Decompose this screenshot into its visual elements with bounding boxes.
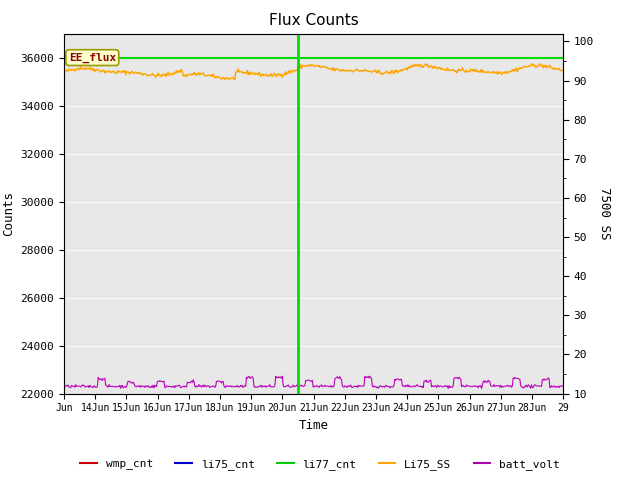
Y-axis label: Counts: Counts xyxy=(2,191,15,236)
Text: EE_flux: EE_flux xyxy=(68,52,116,63)
X-axis label: Time: Time xyxy=(299,419,328,432)
Legend: wmp_cnt, li75_cnt, li77_cnt, Li75_SS, batt_volt: wmp_cnt, li75_cnt, li77_cnt, Li75_SS, ba… xyxy=(76,455,564,474)
Title: Flux Counts: Flux Counts xyxy=(269,13,358,28)
Y-axis label: 7500 SS: 7500 SS xyxy=(598,187,611,240)
